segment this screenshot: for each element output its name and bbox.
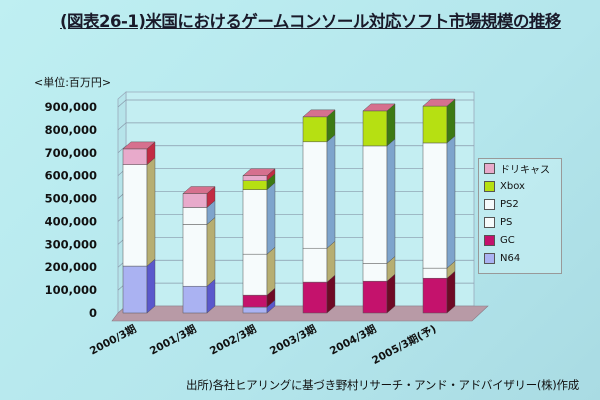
legend-label: Xbox bbox=[500, 180, 525, 192]
x-tick-label: 2005/3期(予) bbox=[370, 322, 439, 367]
y-tick-label: 300,000 bbox=[45, 237, 97, 251]
y-tick-label: 400,000 bbox=[45, 214, 97, 228]
legend-label: PS2 bbox=[500, 198, 519, 210]
back-wall bbox=[125, 91, 475, 307]
unit-label: <単位:百万円> bbox=[34, 76, 112, 89]
x-tick-label: 2003/3期 bbox=[267, 322, 318, 357]
bar-segment-GC bbox=[242, 294, 268, 308]
legend-item: ドリキャス bbox=[479, 159, 561, 177]
legend-item: GC bbox=[479, 231, 561, 249]
y-tick-label: 200,000 bbox=[45, 260, 97, 274]
legend-swatch bbox=[484, 180, 495, 192]
bar-segment-N64 bbox=[182, 285, 208, 314]
legend-label: N64 bbox=[500, 252, 521, 264]
y-tick-label: 0 bbox=[89, 306, 97, 320]
page-title: (図表26-1)米国におけるゲームコンソール対応ソフト市場規模の推移 bbox=[60, 12, 561, 31]
source-footnote: 出所)各社ヒアリングに基づき野村リサーチ・アンド・アドバイザリー(株)作成 bbox=[186, 378, 579, 392]
bar-segment-Xbox bbox=[302, 116, 328, 143]
bar-top bbox=[362, 103, 396, 112]
chart-legend: ドリキャス Xbox PS2 PS GC N64 bbox=[478, 158, 562, 274]
legend-label: ドリキャス bbox=[500, 164, 550, 176]
x-tick-label: 2002/3期 bbox=[207, 322, 258, 357]
bar-segment-Xbox bbox=[242, 180, 268, 190]
legend-item: PS2 bbox=[479, 195, 561, 213]
bar-segment-PS bbox=[242, 253, 268, 296]
bar-segment-Xbox bbox=[422, 105, 448, 144]
bar-top bbox=[242, 168, 276, 176]
y-tick-label: 800,000 bbox=[45, 123, 97, 137]
legend-swatch bbox=[484, 252, 495, 264]
bar-segment-PS2 bbox=[422, 142, 448, 269]
bar-segment-PS bbox=[302, 247, 328, 283]
bar-segment-PS2 bbox=[302, 141, 328, 249]
bar-segment-GC bbox=[302, 281, 328, 314]
legend-item: PS bbox=[479, 213, 561, 231]
legend-swatch bbox=[484, 234, 495, 246]
bar-segment-PS bbox=[422, 267, 448, 279]
bar-top bbox=[302, 109, 336, 118]
bar-side-PS2 bbox=[386, 138, 396, 264]
y-tick-label: 700,000 bbox=[45, 146, 97, 160]
bar-segment-ドリキャス bbox=[242, 175, 268, 181]
bar-side-Xbox bbox=[386, 103, 396, 147]
bar-segment-PS bbox=[182, 224, 208, 287]
bar-side-PS bbox=[146, 157, 156, 267]
legend-item: N64 bbox=[479, 249, 561, 267]
legend-label: GC bbox=[500, 234, 515, 246]
legend-swatch bbox=[484, 162, 495, 174]
gridline-side bbox=[117, 122, 127, 131]
bar-segment-PS2 bbox=[242, 189, 268, 255]
bar-top bbox=[122, 141, 156, 150]
y-tick-label: 900,000 bbox=[45, 100, 97, 114]
bar-segment-ドリキャス bbox=[182, 193, 208, 208]
bar-segment-PS bbox=[362, 263, 388, 282]
y-tick-label: 500,000 bbox=[45, 192, 97, 206]
legend-item: Xbox bbox=[479, 177, 561, 195]
bar-segment-PS2 bbox=[362, 145, 388, 264]
bar-side-Xbox bbox=[446, 98, 456, 144]
y-tick-label: 100,000 bbox=[45, 283, 97, 297]
bar-side-N64 bbox=[146, 258, 156, 314]
legend-swatch bbox=[484, 216, 495, 228]
bar-segment-GC bbox=[362, 280, 388, 314]
bar-segment-N64 bbox=[242, 306, 268, 314]
bar-top bbox=[422, 98, 456, 107]
bar-top bbox=[182, 186, 216, 194]
bar-segment-PS bbox=[122, 164, 148, 267]
y-tick-label: 600,000 bbox=[45, 169, 97, 183]
bar-side-GC bbox=[446, 270, 456, 314]
bar-segment-N64 bbox=[122, 265, 148, 314]
legend-swatch bbox=[484, 198, 495, 210]
bar-side-PS2 bbox=[446, 135, 456, 269]
bar-segment-ドリキャス bbox=[122, 148, 148, 165]
bar-side-PS2 bbox=[326, 134, 336, 249]
bar-side-PS bbox=[266, 246, 276, 296]
gridline-side bbox=[117, 99, 127, 108]
x-tick-label: 2000/3期 bbox=[87, 322, 138, 357]
x-tick-label: 2004/3期 bbox=[327, 322, 378, 357]
x-tick-label: 2001/3期 bbox=[147, 322, 198, 357]
bar-side-PS2 bbox=[266, 182, 276, 255]
bar-side-PS bbox=[206, 216, 216, 287]
bar-segment-PS2 bbox=[182, 207, 208, 225]
bar-segment-GC bbox=[422, 277, 448, 314]
gridline-side bbox=[117, 145, 127, 154]
legend-label: PS bbox=[500, 216, 513, 228]
bar-segment-Xbox bbox=[362, 110, 388, 147]
